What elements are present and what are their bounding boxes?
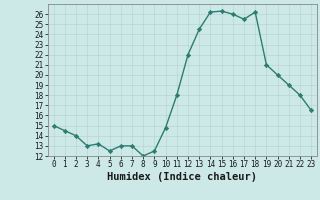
X-axis label: Humidex (Indice chaleur): Humidex (Indice chaleur) [108,172,257,182]
